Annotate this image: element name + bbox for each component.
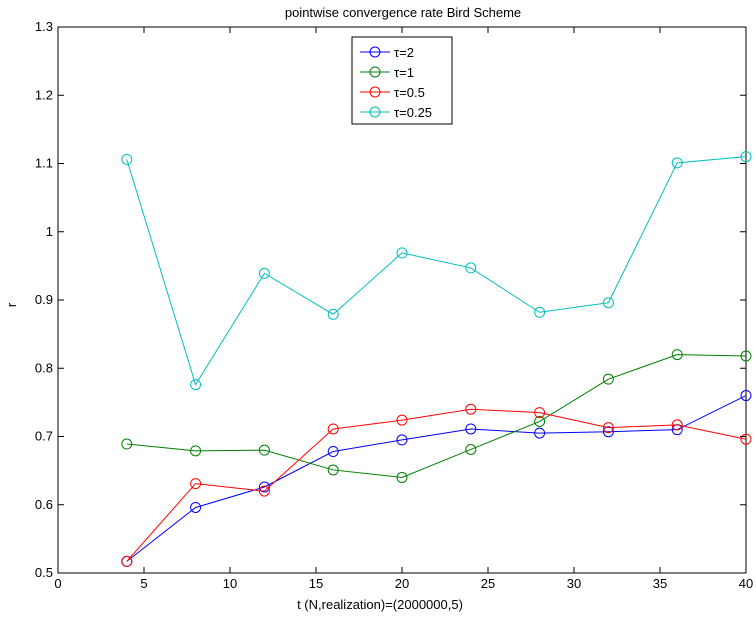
x-tick-label: 15: [309, 576, 323, 591]
y-tick-label: 0.5: [35, 565, 53, 580]
legend-label: τ=2: [394, 45, 414, 60]
y-tick-label: 1.1: [35, 156, 53, 171]
x-tick-label: 0: [54, 576, 61, 591]
y-tick-label: 1: [46, 224, 53, 239]
x-tick-label: 35: [653, 576, 667, 591]
y-tick-label: 0.6: [35, 497, 53, 512]
y-tick-label: 0.8: [35, 360, 53, 375]
x-tick-label: 10: [223, 576, 237, 591]
x-tick-label: 30: [567, 576, 581, 591]
x-axis-label: t (N,realization)=(2000000,5): [297, 597, 463, 612]
y-tick-label: 0.9: [35, 292, 53, 307]
x-tick-label: 25: [481, 576, 495, 591]
chart-title: pointwise convergence rate Bird Scheme: [285, 5, 521, 20]
y-axis-label: r: [4, 302, 19, 307]
legend-label: τ=0.25: [394, 105, 432, 120]
legend: τ=2 τ=1 τ=0.5 τ=0.25: [352, 37, 452, 124]
y-tick-label: 1.3: [35, 19, 53, 34]
y-tick-label: 0.7: [35, 429, 53, 444]
legend-label: τ=1: [394, 65, 414, 80]
legend-label: τ=0.5: [394, 85, 425, 100]
y-tick-label: 1.2: [35, 87, 53, 102]
x-tick-label: 5: [140, 576, 147, 591]
x-tick-label: 20: [395, 576, 409, 591]
x-tick-label: 40: [739, 576, 753, 591]
